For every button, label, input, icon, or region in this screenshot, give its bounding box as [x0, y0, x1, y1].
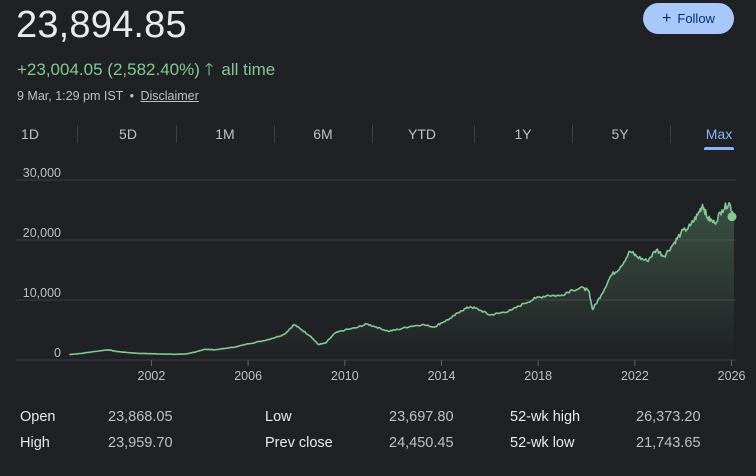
stat-value-prev-close: 24,450.45 [389, 435, 454, 451]
time-range-tabs: 1D 5D 1M 6M YTD 1Y 5Y Max [0, 118, 756, 152]
y-tick-label: 10,000 [23, 286, 61, 300]
arrow-up-icon: 🡑 [204, 60, 214, 79]
stat-label-prev-close: Prev close [265, 435, 333, 451]
plus-icon: + [662, 9, 672, 27]
x-tick-label: 2026 [718, 369, 746, 383]
current-price: 23,894.85 [16, 4, 187, 46]
tab-divider [274, 125, 275, 143]
tab-divider [372, 125, 373, 143]
tab-divider [670, 125, 671, 143]
x-tick-label: 2018 [524, 369, 552, 383]
stat-label-high: High [20, 435, 50, 451]
change-period: all time [221, 60, 276, 79]
follow-button[interactable]: + Follow [643, 3, 734, 34]
stat-label-low: Low [265, 409, 292, 425]
stat-value-low: 23,697.80 [389, 409, 454, 425]
tab-6m[interactable]: 6M [313, 126, 333, 142]
stat-value-52wk-high: 26,373.20 [636, 409, 701, 425]
x-tick-label: 2002 [138, 369, 166, 383]
stat-label-52wk-high: 52-wk high [510, 409, 581, 425]
tab-divider [474, 125, 475, 143]
current-price-dot [727, 212, 737, 222]
y-tick-label: 0 [54, 346, 61, 360]
stat-label-open: Open [20, 409, 56, 425]
change-value: +23,004.05 (2,582.40%) [17, 60, 200, 79]
x-tick-label: 2006 [234, 369, 262, 383]
tab-ytd[interactable]: YTD [408, 126, 436, 142]
tab-5d[interactable]: 5D [119, 126, 137, 142]
stat-value-52wk-low: 21,743.65 [636, 435, 701, 451]
timestamp: 9 Mar, 1:29 pm IST [17, 89, 124, 103]
y-tick-label: 30,000 [23, 166, 61, 180]
disclaimer-link[interactable]: Disclaimer [140, 89, 199, 103]
x-tick-label: 2022 [621, 369, 649, 383]
tab-1m[interactable]: 1M [215, 126, 235, 142]
price-area [69, 202, 735, 360]
tab-1y[interactable]: 1Y [514, 126, 532, 142]
quote-meta: 9 Mar, 1:29 pm IST • Disclaimer [17, 89, 199, 103]
tab-5y[interactable]: 5Y [611, 126, 629, 142]
price-chart[interactable]: 30,000 20,000 10,000 0 2002 2006 2010 2014 2018 2… [0, 160, 756, 392]
x-tick-label: 2010 [331, 369, 359, 383]
stat-label-52wk-low: 52-wk low [510, 435, 575, 451]
stat-value-high: 23,959.70 [108, 435, 173, 451]
separator: • [129, 89, 134, 103]
tab-1d[interactable]: 1D [21, 126, 39, 142]
x-tick-label: 2014 [428, 369, 456, 383]
tab-max[interactable]: Max [704, 118, 734, 150]
tab-divider [176, 125, 177, 143]
stat-value-open: 23,868.05 [108, 409, 173, 425]
y-tick-label: 20,000 [23, 226, 61, 240]
tab-divider [77, 125, 78, 143]
follow-label: Follow [677, 11, 715, 26]
price-change: +23,004.05 (2,582.40%) 🡑 all time [17, 57, 275, 86]
tab-divider [572, 125, 573, 143]
price-line [69, 202, 735, 356]
